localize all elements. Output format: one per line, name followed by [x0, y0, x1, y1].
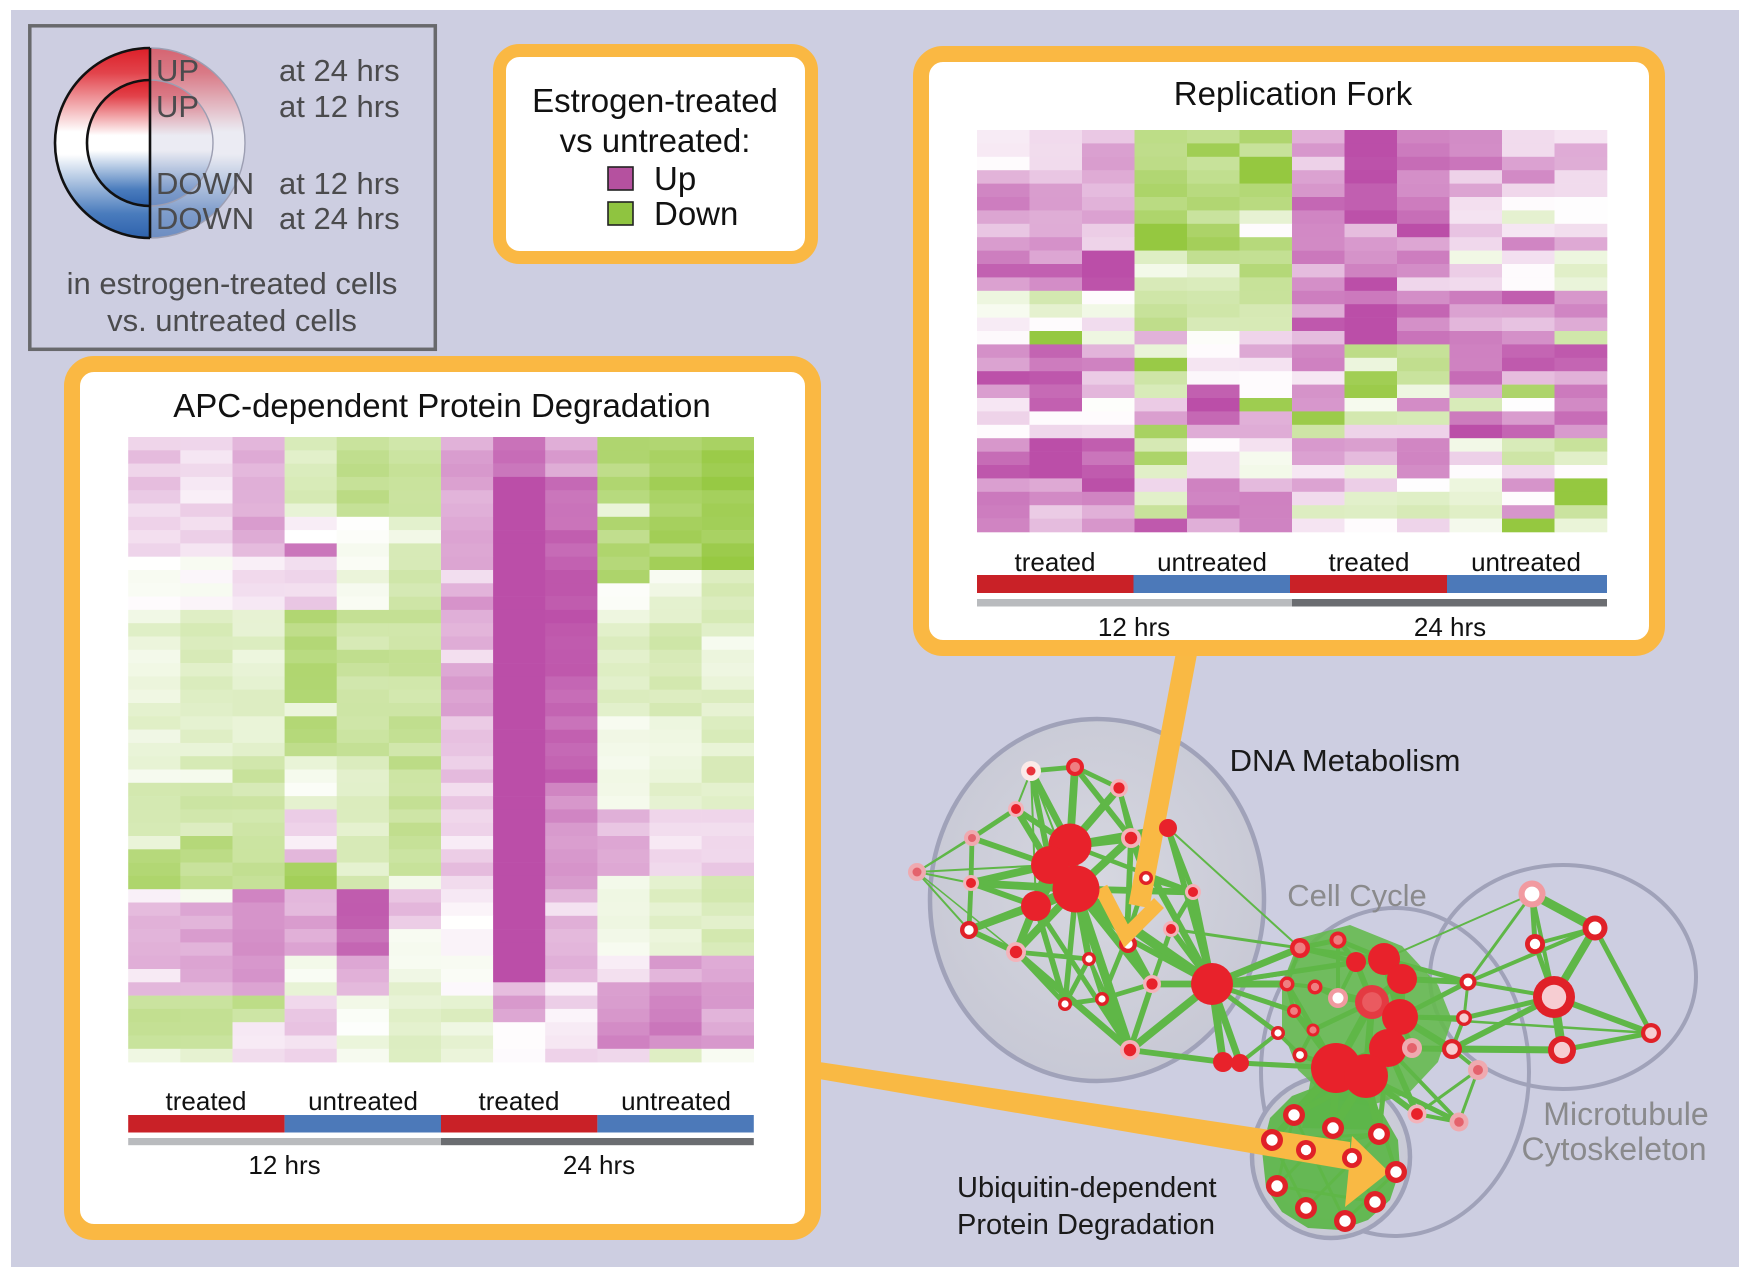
- svg-text:vs untreated:: vs untreated:: [560, 122, 751, 159]
- svg-text:12 hrs: 12 hrs: [248, 1150, 320, 1180]
- svg-text:treated: treated: [479, 1086, 560, 1116]
- svg-text:Cytoskeleton: Cytoskeleton: [1522, 1131, 1707, 1167]
- svg-text:untreated: untreated: [621, 1086, 731, 1116]
- svg-text:Replication Fork: Replication Fork: [1174, 75, 1413, 112]
- svg-text:APC-dependent Protein Degradat: APC-dependent Protein Degradation: [173, 387, 711, 424]
- svg-text:12 hrs: 12 hrs: [1098, 612, 1170, 642]
- svg-text:at 24 hrs: at 24 hrs: [279, 53, 400, 88]
- svg-text:untreated: untreated: [1157, 547, 1267, 577]
- svg-text:at 12 hrs: at 12 hrs: [279, 166, 400, 201]
- svg-text:treated: treated: [1015, 547, 1096, 577]
- svg-text:DOWN: DOWN: [156, 166, 254, 201]
- svg-text:UP: UP: [156, 89, 199, 124]
- svg-text:at 24 hrs: at 24 hrs: [279, 201, 400, 236]
- svg-text:Up: Up: [654, 160, 696, 197]
- svg-text:Down: Down: [654, 195, 738, 232]
- svg-text:Microtubule: Microtubule: [1543, 1096, 1708, 1132]
- svg-text:UP: UP: [156, 53, 199, 88]
- svg-text:in estrogen-treated cells: in estrogen-treated cells: [67, 266, 398, 301]
- svg-text:Ubiquitin-dependent: Ubiquitin-dependent: [957, 1172, 1217, 1204]
- svg-text:treated: treated: [166, 1086, 247, 1116]
- svg-text:Estrogen-treated: Estrogen-treated: [532, 82, 778, 119]
- svg-text:untreated: untreated: [308, 1086, 418, 1116]
- svg-text:DNA Metabolism: DNA Metabolism: [1230, 743, 1461, 778]
- svg-text:untreated: untreated: [1471, 547, 1581, 577]
- svg-text:at 12 hrs: at 12 hrs: [279, 89, 400, 124]
- svg-text:vs. untreated cells: vs. untreated cells: [107, 303, 357, 338]
- svg-text:Protein Degradation: Protein Degradation: [957, 1209, 1215, 1241]
- svg-text:Cell Cycle: Cell Cycle: [1287, 878, 1427, 913]
- svg-text:treated: treated: [1329, 547, 1410, 577]
- svg-text:24 hrs: 24 hrs: [1414, 612, 1486, 642]
- svg-text:24 hrs: 24 hrs: [563, 1150, 635, 1180]
- svg-text:DOWN: DOWN: [156, 201, 254, 236]
